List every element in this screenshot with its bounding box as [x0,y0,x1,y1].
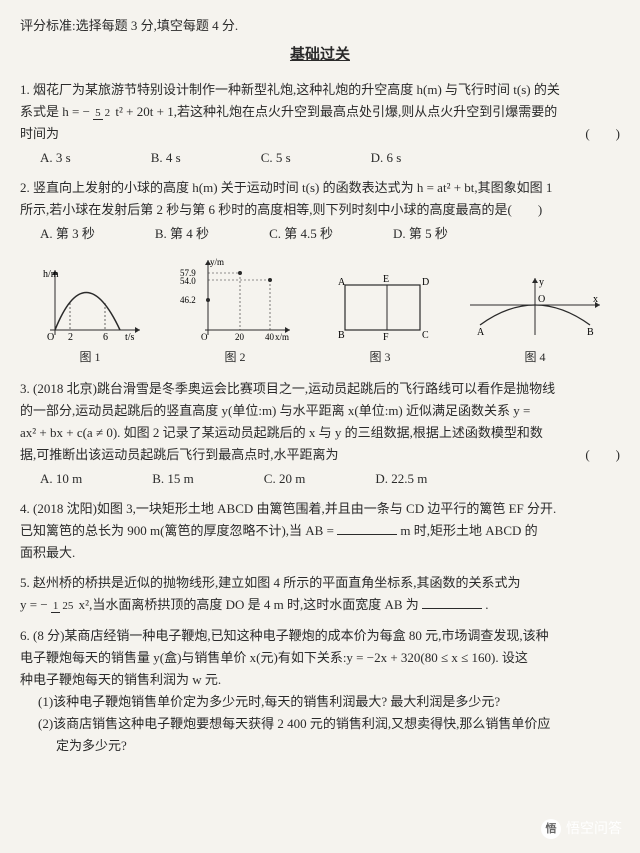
figure-3-svg: A E D B F C [325,270,435,345]
figure-2-label: 图 2 [175,347,295,367]
p6-sub1: (1)该种电子鞭炮销售单价定为多少元时,每天的销售利润最大? 最大利润是多少元? [38,691,620,713]
p6-line1: 6. (8 分)某商店经销一种电子鞭炮,已知这种电子鞭炮的成本价为每盒 80 元… [20,625,620,647]
svg-text:O: O [47,332,54,343]
p5-text-d: . [485,597,488,612]
p1-line2: 系式是 h = − 52 t² + 20t + 1,若这种礼炮在点火升空到最高点… [20,101,620,123]
choice-c: C. 5 s [261,147,291,169]
figure-2-svg: y/m 57.9 54.0 46.2 O 20 40 x/m [175,255,295,345]
fill-blank [337,521,397,535]
problem-5: 5. 赵州桥的桥拱是近似的抛物线形,建立如图 4 所示的平面直角坐标系,其函数的… [20,572,620,616]
p1-choices: A. 3 s B. 4 s C. 5 s D. 6 s [40,147,620,169]
p6-line2: 电子鞭炮每天的销售量 y(盒)与销售单价 x(元)有如下关系:y = −2x +… [20,647,620,669]
choice-a: A. 第 3 秒 [40,223,95,245]
choice-a: A. 3 s [40,147,71,169]
svg-text:D: D [422,277,429,288]
svg-text:C: C [422,330,429,341]
wukong-icon: 悟 [541,819,561,839]
svg-text:B: B [338,330,345,341]
svg-text:O: O [538,294,545,305]
svg-text:20: 20 [235,332,245,342]
svg-text:54.0: 54.0 [180,276,196,286]
problem-2: 2. 竖直向上发射的小球的高度 h(m) 关于运动时间 t(s) 的函数表达式为… [20,177,620,245]
figure-4: O x y A B 图 4 [465,270,605,367]
choice-a: A. 10 m [40,468,82,490]
figure-3: A E D B F C 图 3 [325,270,435,367]
svg-text:E: E [383,274,389,285]
svg-text:x: x [593,294,598,305]
figure-2: y/m 57.9 54.0 46.2 O 20 40 x/m 图 2 [175,255,295,367]
p3-choices: A. 10 m B. 15 m C. 20 m D. 22.5 m [40,468,620,490]
svg-text:6: 6 [103,332,108,343]
p6-sub2b: 定为多少元? [56,735,620,757]
figures-row: h/m O 2 6 t/s 图 1 y/m 57.9 54.0 46.2 O 2 [20,255,620,367]
scoring-header: 评分标准:选择每题 3 分,填空每题 4 分. [20,15,620,37]
choice-d: D. 22.5 m [375,468,427,490]
p5-line1: 5. 赵州桥的桥拱是近似的抛物线形,建立如图 4 所示的平面直角坐标系,其函数的… [20,572,620,594]
p2-choices: A. 第 3 秒 B. 第 4 秒 C. 第 4.5 秒 D. 第 5 秒 [40,223,620,245]
p5-fraction: 125 [51,600,76,612]
watermark-text: 悟空问答 [566,817,622,841]
p4-line1: 4. (2018 沈阳)如图 3,一块矩形土地 ABCD 由篱笆围着,并且由一条… [20,498,620,520]
choice-d: D. 6 s [371,147,402,169]
p1-text-b: 系式是 h = − [20,104,90,119]
p3-line4: 据,可推断出该运动员起跳后飞行到最高点时,水平距离为 ( ) [20,444,620,466]
choice-d: D. 第 5 秒 [393,223,448,245]
svg-text:40: 40 [265,332,275,342]
p1-fraction: 52 [93,107,112,119]
p2-line1: 2. 竖直向上发射的小球的高度 h(m) 关于运动时间 t(s) 的函数表达式为… [20,177,620,199]
problem-4: 4. (2018 沈阳)如图 3,一块矩形土地 ABCD 由篱笆围着,并且由一条… [20,498,620,564]
p4-text-b: 已知篱笆的总长为 900 m(篱笆的厚度忽略不计),当 AB = [20,523,334,538]
problem-6: 6. (8 分)某商店经销一种电子鞭炮,已知这种电子鞭炮的成本价为每盒 80 元… [20,625,620,758]
f1-ylabel: h/m [43,269,59,280]
p6-sub2a: (2)该商店销售这种电子鞭炮要想每天获得 2 400 元的销售利润,又想卖得快,… [38,713,620,735]
figure-1: h/m O 2 6 t/s 图 1 [35,265,145,367]
svg-text:A: A [477,327,485,338]
p3-line3: ax² + bx + c(a ≠ 0). 如图 2 记录了某运动员起跳后的 x … [20,422,620,444]
choice-b: B. 15 m [152,468,194,490]
figure-3-label: 图 3 [325,347,435,367]
figure-1-svg: h/m O 2 6 t/s [35,265,145,345]
choice-b: B. 4 s [151,147,181,169]
p5-text-b: y = − [20,597,48,612]
p5-line2: y = − 125 x²,当水面离桥拱顶的高度 DO 是 4 m 时,这时水面宽… [20,594,620,616]
p3-line2: 的一部分,运动员起跳后的竖直高度 y(单位:m) 与水平距离 x(单位:m) 近… [20,400,620,422]
p3-line1: 3. (2018 北京)跳台滑雪是冬季奥运会比赛项目之一,运动员起跳后的飞行路线… [20,378,620,400]
p2-line2: 所示,若小球在发射后第 2 秒与第 6 秒时的高度相等,则下列时刻中小球的高度最… [20,199,620,221]
answer-paren: ( ) [585,123,620,145]
figure-1-label: 图 1 [35,347,145,367]
fill-blank [422,595,482,609]
p1-line3: 时间为 ( ) [20,123,620,145]
choice-b: B. 第 4 秒 [155,223,209,245]
p4-line3: 面积最大. [20,542,620,564]
svg-text:t/s: t/s [125,332,135,343]
answer-paren: ( ) [585,444,620,466]
problem-3: 3. (2018 北京)跳台滑雪是冬季奥运会比赛项目之一,运动员起跳后的飞行路线… [20,378,620,490]
p5-text-c: x²,当水面离桥拱顶的高度 DO 是 4 m 时,这时水面宽度 AB 为 [79,597,419,612]
watermark: 悟 悟空问答 [541,817,622,841]
svg-text:y/m: y/m [210,257,224,267]
figure-4-label: 图 4 [465,347,605,367]
p6-line3: 种电子鞭炮每天的销售利润为 w 元. [20,669,620,691]
p4-line2: 已知篱笆的总长为 900 m(篱笆的厚度忽略不计),当 AB = m 时,矩形土… [20,520,620,542]
p1-text-d: 时间为 [20,126,59,141]
p4-text-c: m 时,矩形土地 ABCD 的 [400,523,537,538]
svg-text:F: F [383,332,389,343]
svg-text:x/m: x/m [275,332,289,342]
svg-text:A: A [338,277,346,288]
p1-line1: 1. 烟花厂为某旅游节特别设计制作一种新型礼炮,这种礼炮的升空高度 h(m) 与… [20,79,620,101]
svg-text:B: B [587,327,594,338]
choice-c: C. 第 4.5 秒 [269,223,333,245]
svg-text:2: 2 [68,332,73,343]
p1-text-c: t² + 20t + 1,若这种礼炮在点火升空到最高点处引爆,则从点火升空到引爆… [115,104,557,119]
problem-1: 1. 烟花厂为某旅游节特别设计制作一种新型礼炮,这种礼炮的升空高度 h(m) 与… [20,79,620,169]
svg-text:O: O [201,332,208,342]
choice-c: C. 20 m [264,468,306,490]
svg-text:y: y [539,277,544,288]
p3-text-d: 据,可推断出该运动员起跳后飞行到最高点时,水平距离为 [20,447,339,462]
section-title: 基础过关 [20,43,620,69]
figure-4-svg: O x y A B [465,270,605,345]
svg-text:46.2: 46.2 [180,295,196,305]
